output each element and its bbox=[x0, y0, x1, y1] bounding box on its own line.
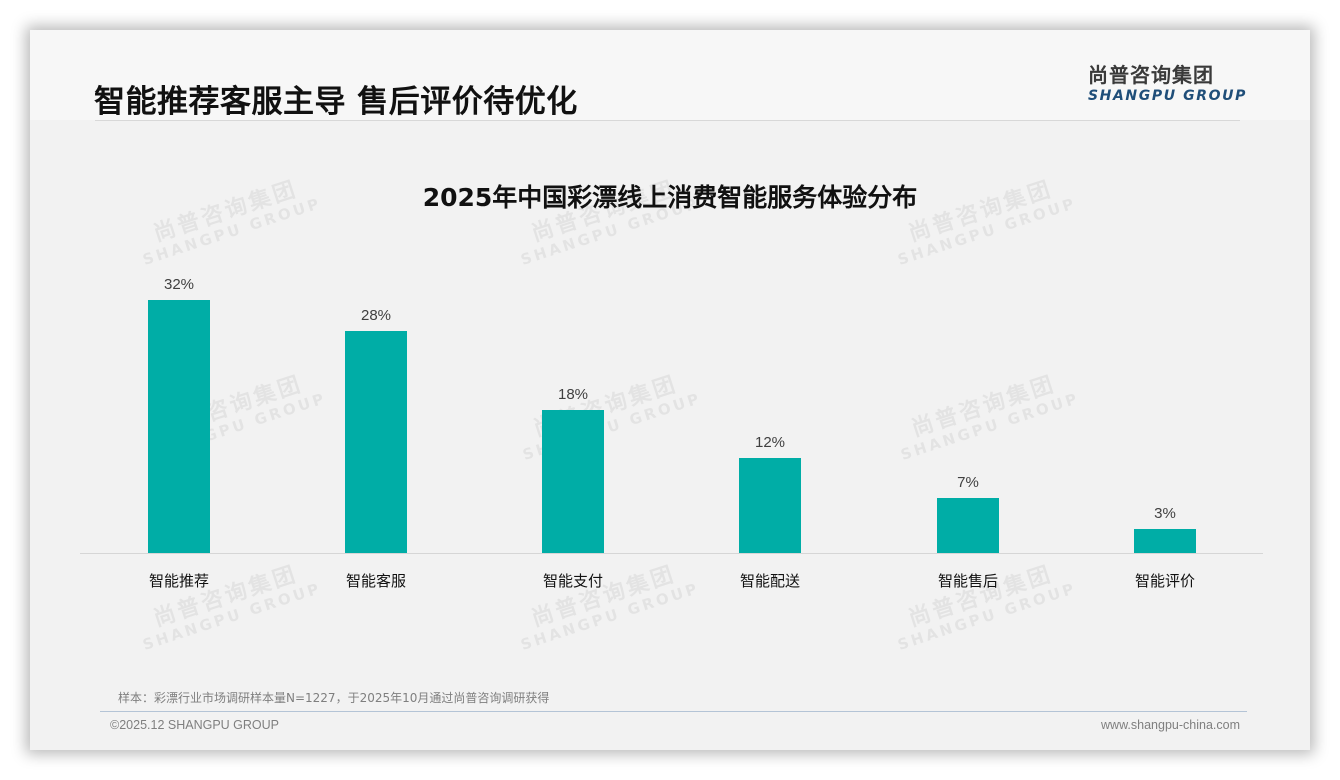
bar-value-label: 18% bbox=[557, 386, 589, 403]
bar bbox=[937, 498, 999, 553]
bar bbox=[148, 300, 210, 553]
x-axis-category-label: 智能支付 bbox=[542, 572, 603, 590]
bar-value-label: 7% bbox=[957, 474, 979, 491]
header-divider bbox=[95, 120, 1240, 121]
page-title: 智能推荐客服主导 售后评价待优化 bbox=[94, 84, 578, 120]
logo-english: SHANGPU GROUP bbox=[1088, 88, 1247, 104]
bar-value-label: 28% bbox=[360, 307, 392, 324]
bar bbox=[542, 410, 604, 553]
bar-chart-plot: 32% 28% 18% 12% 7% 3% bbox=[80, 260, 1263, 553]
x-axis-baseline bbox=[80, 553, 1263, 554]
x-axis-category-label: 智能客服 bbox=[345, 572, 406, 590]
bar-value-label: 3% bbox=[1154, 505, 1176, 522]
bar bbox=[739, 458, 801, 553]
bar-value-label: 32% bbox=[163, 276, 195, 293]
x-axis-category-label: 智能推荐 bbox=[148, 572, 209, 590]
bar-value-label: 12% bbox=[754, 434, 786, 451]
x-axis-category-label: 智能售后 bbox=[937, 572, 998, 590]
footer-divider bbox=[100, 711, 1247, 712]
company-logo: 尚普咨询集团 SHANGPU GROUP bbox=[1088, 63, 1248, 105]
x-axis-category-label: 智能配送 bbox=[739, 572, 800, 590]
website-url: www.shangpu-china.com bbox=[1101, 718, 1240, 732]
sample-note: 样本：彩漂行业市场调研样本量N=1227，于2025年10月通过尚普咨询调研获得 bbox=[118, 691, 550, 705]
header-band bbox=[30, 30, 1310, 120]
copyright: ©2025.12 SHANGPU GROUP bbox=[110, 718, 279, 732]
chart-title: 2025年中国彩漂线上消费智能服务体验分布 bbox=[422, 183, 918, 212]
bar bbox=[1134, 529, 1196, 553]
slide: 尚普咨询集团 SHANGPU GROUP 尚普咨询集团 SHANGPU GROU… bbox=[30, 30, 1310, 750]
logo-chinese: 尚普咨询集团 bbox=[1088, 63, 1214, 87]
bar bbox=[345, 331, 407, 553]
x-axis-category-label: 智能评价 bbox=[1134, 572, 1195, 590]
